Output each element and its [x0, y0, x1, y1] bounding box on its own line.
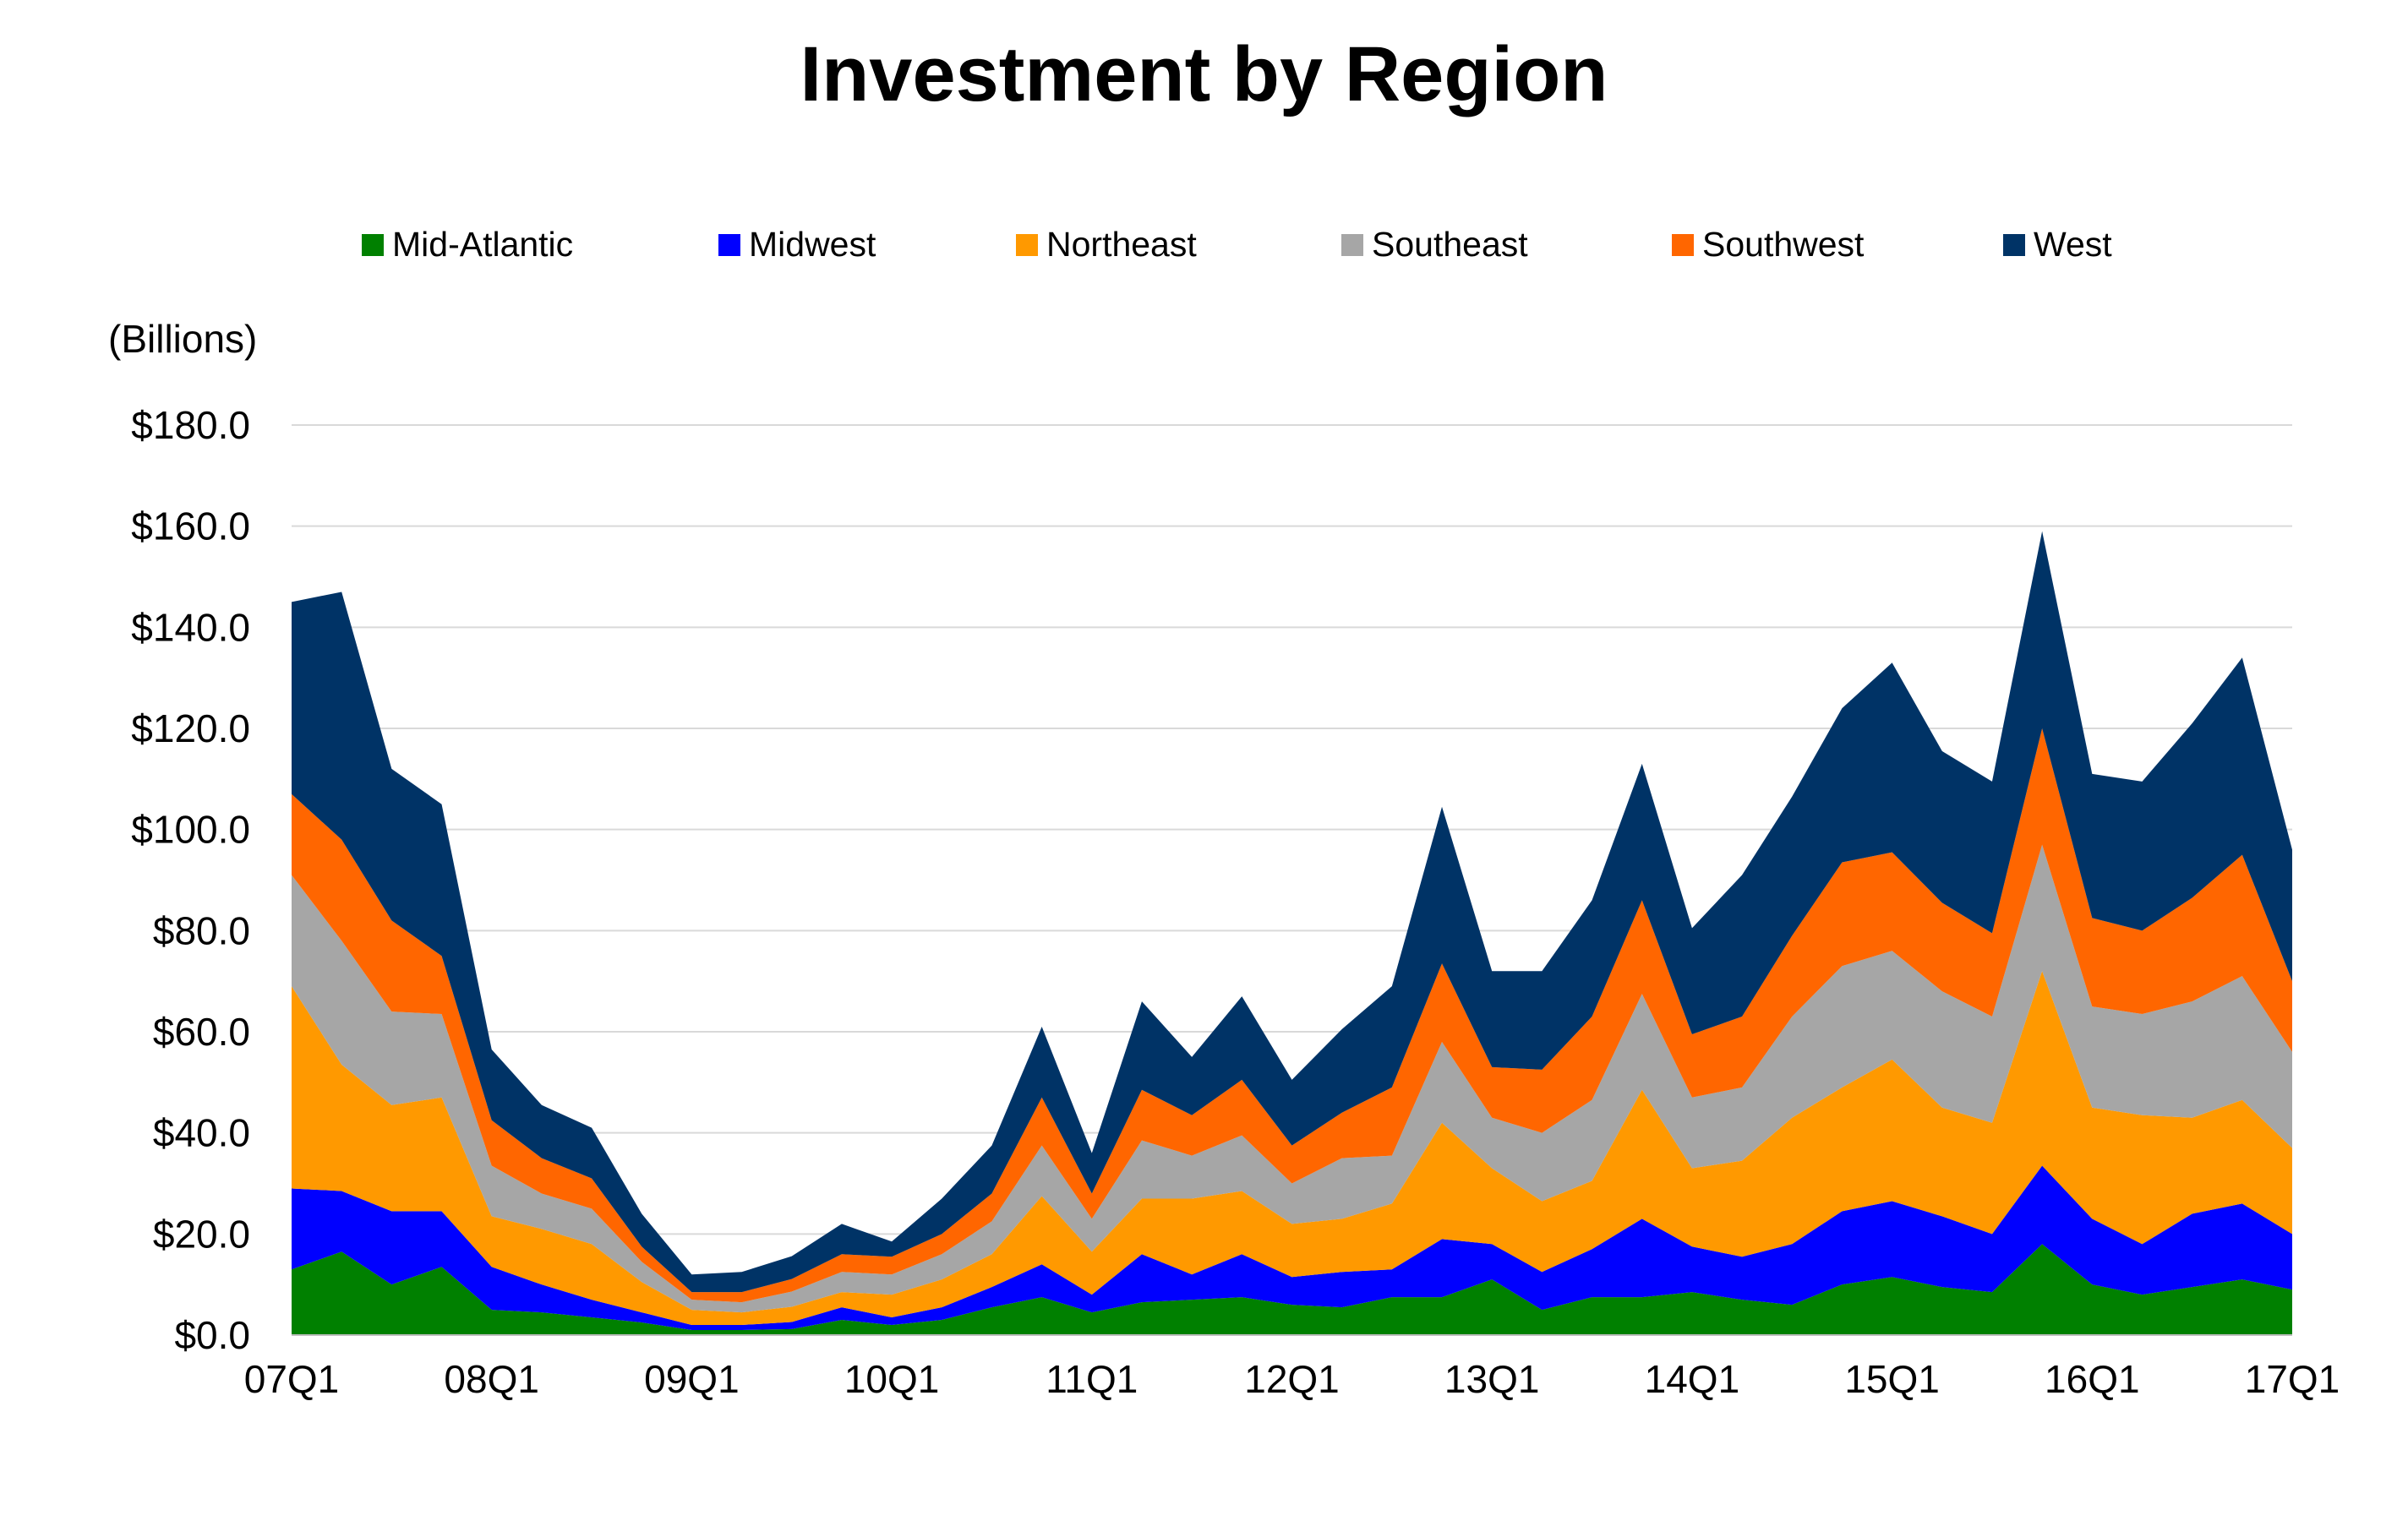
legend-item-midwest: Midwest [718, 225, 876, 264]
legend-swatch-midwest [718, 233, 740, 256]
x-tick-label: 13Q1 [1444, 1357, 1540, 1401]
legend-swatch-southeast [1341, 233, 1363, 256]
legend-item-southeast: Southeast [1341, 225, 1528, 264]
x-tick-label: 15Q1 [1844, 1357, 1940, 1401]
y-tick-label: $80.0 [153, 908, 250, 952]
x-tick-label: 11Q1 [1046, 1357, 1138, 1401]
x-tick-label: 17Q1 [2245, 1357, 2340, 1401]
x-axis-ticks: 07Q1 08Q1 09Q1 10Q1 11Q1 12Q1 13Q1 14Q1 15Q1 16Q1… [244, 1357, 2340, 1401]
y-axis-ticks: $0.0 $20.0 $40.0 $60.0 $80.0 $100.0 $120.0 $140… [131, 403, 250, 1357]
area-west [292, 531, 2292, 1293]
legend-label-southeast: Southeast [1372, 225, 1528, 264]
y-tick-label: $0.0 [174, 1313, 250, 1357]
x-tick-label: 14Q1 [1645, 1357, 1740, 1401]
chart-title: Investment by Region [800, 31, 1608, 117]
x-tick-label: 09Q1 [644, 1357, 740, 1401]
area-southeast [292, 844, 2292, 1313]
legend-item-southwest: Southwest [1672, 225, 1864, 264]
area-mid-atlantic [292, 1244, 2292, 1335]
chart-legend: Mid-Atlantic Midwest Northeast Southeast… [0, 225, 2408, 275]
legend-label-midwest: Midwest [749, 225, 876, 264]
y-tick-label: $20.0 [153, 1212, 250, 1256]
y-tick-label: $40.0 [153, 1111, 250, 1155]
area-series [292, 531, 2292, 1335]
legend-item-northeast: Northeast [1016, 225, 1197, 264]
x-tick-label: 16Q1 [2045, 1357, 2140, 1401]
x-tick-label: 07Q1 [244, 1357, 340, 1401]
legend-item-west: West [2003, 225, 2112, 264]
legend-swatch-southwest [1672, 233, 1694, 256]
area-midwest [292, 1165, 2292, 1331]
y-axis-unit-label: (Billions) [108, 317, 258, 361]
legend-label-west: West [2034, 225, 2112, 264]
x-tick-label: 08Q1 [444, 1357, 539, 1401]
y-tick-label: $160.0 [131, 504, 250, 548]
x-tick-label: 12Q1 [1244, 1357, 1340, 1401]
legend-swatch-west [2003, 233, 2025, 256]
y-tick-label: $120.0 [131, 706, 250, 750]
legend-swatch-northeast [1016, 233, 1038, 256]
y-tick-label: $100.0 [131, 808, 250, 852]
y-tick-label: $60.0 [153, 1010, 250, 1054]
legend-label-southwest: Southwest [1702, 225, 1865, 264]
legend-label-northeast: Northeast [1046, 225, 1197, 264]
x-tick-label: 10Q1 [844, 1357, 940, 1401]
legend-swatch-mid-atlantic [362, 233, 384, 256]
legend-label-mid-atlantic: Mid-Atlantic [392, 225, 574, 264]
y-tick-label: $180.0 [131, 403, 250, 447]
legend-item-mid-atlantic: Mid-Atlantic [362, 225, 573, 264]
area-northeast [292, 971, 2292, 1326]
y-tick-label: $140.0 [131, 605, 250, 649]
